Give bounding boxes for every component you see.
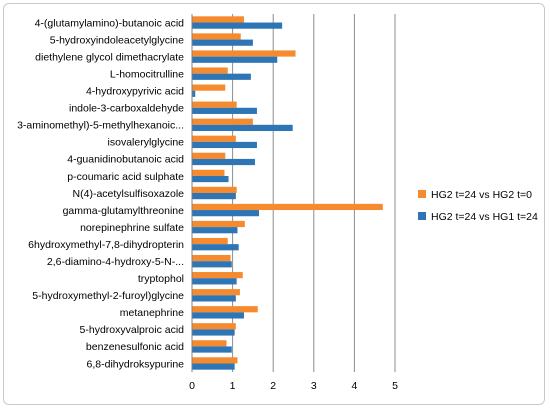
- bar-hg2-t24-vs-hg2-t0: [192, 289, 240, 296]
- category-label: L-homocitrulline: [110, 68, 184, 80]
- bar-hg2-t24-vs-hg1-t24: [192, 261, 232, 268]
- bar-hg2-t24-vs-hg2-t0: [192, 169, 225, 176]
- category-label: benzenesulfonic acid: [86, 341, 184, 353]
- bar-hg2-t24-vs-hg1-t24: [192, 158, 255, 166]
- bar-hg2-t24-vs-hg1-t24: [192, 346, 232, 353]
- bar-hg2-t24-vs-hg2-t0: [192, 272, 243, 279]
- category-label: 4-(glutamylamino)-butanoic acid: [35, 17, 185, 29]
- bar-hg2-t24-vs-hg2-t0: [192, 50, 296, 57]
- bar-hg2-t24-vs-hg2-t0: [192, 203, 383, 211]
- category-label: gamma-glutamylthreonine: [63, 205, 185, 217]
- bar-hg2-t24-vs-hg1-t24: [192, 329, 235, 336]
- category-label: 5-hydroxymethyl-2-furoyl)glycine: [32, 290, 184, 302]
- legend-swatch: [418, 190, 426, 198]
- category-label: 5-hydroxyindoleacetylglycine: [50, 34, 184, 46]
- bar-hg2-t24-vs-hg2-t0: [192, 33, 241, 40]
- bar-hg2-t24-vs-hg2-t0: [192, 357, 238, 364]
- x-tick-label: 0: [189, 380, 195, 392]
- bar-hg2-t24-vs-hg2-t0: [192, 306, 258, 313]
- x-tick-label: 4: [351, 380, 357, 392]
- bar-hg2-t24-vs-hg2-t0: [192, 84, 226, 91]
- bar-hg2-t24-vs-hg2-t0: [192, 67, 228, 74]
- bar-hg2-t24-vs-hg2-t0: [192, 186, 237, 193]
- category-label: 5-hydroxyvalproic acid: [80, 324, 185, 336]
- category-label: 2,6-diamino-4-hydroxy-5-N-...: [47, 256, 184, 268]
- x-tick-label: 1: [230, 380, 236, 392]
- bar-hg2-t24-vs-hg2-t0: [192, 118, 253, 125]
- legend-label: HG2 t=24 vs HG2 t=0: [431, 189, 532, 201]
- legend: HG2 t=24 vs HG2 t=0 HG2 t=24 vs HG1 t=24: [418, 189, 538, 223]
- bar-hg2-t24-vs-hg1-t24: [192, 56, 278, 63]
- grid-lines: [232, 14, 396, 372]
- category-label: N(4)-acetylsulfisoxazole: [73, 188, 185, 200]
- bar-hg2-t24-vs-hg1-t24: [192, 124, 293, 132]
- category-label: 4-hydroxypyrivic acid: [86, 86, 184, 98]
- legend-swatch: [418, 212, 426, 220]
- category-labels: 4-(glutamylamino)-butanoic acid 5-hydroxy…: [17, 17, 184, 370]
- category-label: 6hydroxymethyl-7,8-dihydropterin: [28, 239, 184, 251]
- category-label: tryptophol: [138, 273, 184, 285]
- bar-hg2-t24-vs-hg2-t0: [192, 220, 245, 228]
- bar-hg2-t24-vs-hg2-t0: [192, 16, 244, 23]
- category-label: metanephrine: [120, 307, 184, 319]
- x-tick-label: 5: [392, 380, 398, 392]
- bar-hg2-t24-vs-hg2-t0: [192, 152, 226, 159]
- bar-hg2-t24-vs-hg1-t24: [192, 210, 259, 217]
- bar-hg2-t24-vs-hg2-t0: [192, 254, 231, 262]
- bar-hg2-t24-vs-hg2-t0: [192, 340, 227, 347]
- category-label: norepinephrine sulfate: [80, 222, 184, 234]
- bar-hg2-t24-vs-hg1-t24: [192, 73, 251, 80]
- category-label: indole-3-carboxaldehyde: [69, 103, 184, 115]
- bar-hg2-t24-vs-hg1-t24: [192, 90, 196, 97]
- bar-hg2-t24-vs-hg1-t24: [192, 278, 237, 285]
- bar-hg2-t24-vs-hg2-t0: [192, 135, 236, 142]
- bar-hg2-t24-vs-hg1-t24: [192, 312, 244, 319]
- bar-hg2-t24-vs-hg1-t24: [192, 193, 236, 200]
- bar-hg2-t24-vs-hg1-t24: [192, 227, 238, 234]
- category-label: diethylene glycol dimethacrylate: [35, 51, 184, 63]
- bar-hg2-t24-vs-hg1-t24: [192, 295, 236, 302]
- bar-hg2-t24-vs-hg2-t0: [192, 237, 228, 245]
- bar-hg2-t24-vs-hg1-t24: [192, 363, 235, 370]
- category-label: 3-aminomethyl)-5-methylhexanoic...: [17, 120, 184, 132]
- bar-hg2-t24-vs-hg1-t24: [192, 244, 239, 251]
- x-tick-label: 3: [311, 380, 317, 392]
- x-tick-label: 2: [270, 380, 276, 392]
- category-label: isovalerylglycine: [108, 137, 185, 149]
- bar-hg2-t24-vs-hg2-t0: [192, 323, 236, 330]
- bar-hg2-t24-vs-hg1-t24: [192, 39, 253, 46]
- bar-hg2-t24-vs-hg1-t24: [192, 107, 257, 114]
- bar-hg2-t24-vs-hg1-t24: [192, 22, 283, 29]
- legend-label: HG2 t=24 vs HG1 t=24: [431, 211, 538, 223]
- category-label: 6,8-dihydroksypurine: [87, 358, 185, 370]
- category-label: 4-guanidinobutanoic acid: [67, 154, 184, 166]
- bar-hg2-t24-vs-hg1-t24: [192, 175, 229, 183]
- bar-hg2-t24-vs-hg1-t24: [192, 141, 257, 149]
- bars: [192, 16, 383, 370]
- category-label: p-coumaric acid sulphate: [67, 171, 184, 183]
- x-tick-labels: 0 1 2 3 4 5: [189, 380, 398, 392]
- bar-hg2-t24-vs-hg2-t0: [192, 101, 237, 108]
